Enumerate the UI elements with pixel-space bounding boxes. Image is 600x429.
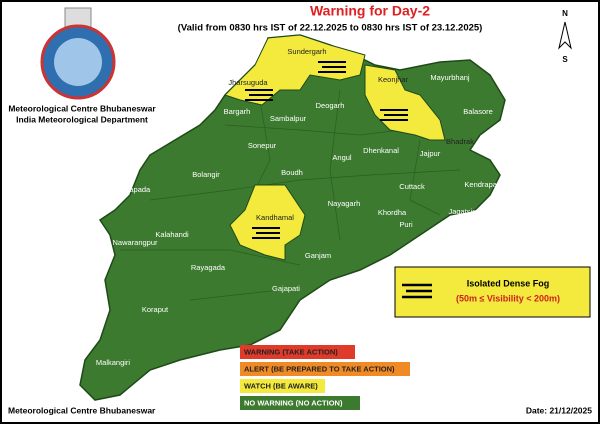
legend-label: WARNING (TAKE ACTION) (244, 347, 338, 356)
district-label: Deogarh (316, 101, 345, 110)
watch-areas (224, 34, 446, 261)
district-label: Dhenkanal (363, 146, 399, 155)
district-label: Rayagada (191, 263, 226, 272)
district-label: Kandhamal (256, 213, 294, 222)
legend-swatch (240, 345, 355, 359)
district-label: Ganjam (305, 251, 331, 260)
district-label: Nawarangpur (112, 238, 158, 247)
org-department: India Meteorological Department (16, 114, 148, 124)
fog-symbols (245, 61, 408, 239)
district-label: Puri (399, 220, 413, 229)
compass-n: N (562, 9, 568, 18)
district-label: Jharsuguda (228, 78, 268, 87)
fog-legend-symbol (402, 283, 432, 299)
district-label: Jajpur (420, 149, 441, 158)
legend-swatch (240, 396, 360, 410)
legend-swatch (240, 379, 325, 393)
district-label: Malkangiri (96, 358, 131, 367)
district-label: Kalahandi (155, 230, 189, 239)
district-label: Sambalpur (270, 114, 307, 123)
fog-legend-label: Isolated Dense Fog (467, 278, 550, 288)
district-label: Gajapati (272, 284, 300, 293)
compass-s: S (562, 55, 568, 64)
district-label: Bhadrak (446, 137, 474, 146)
footer-left: Meteorological Centre Bhubaneswar (8, 405, 156, 415)
district-label: Nuapada (120, 185, 151, 194)
district-label: Angul (332, 153, 352, 162)
district-label: Cuttack (399, 182, 425, 191)
district-label: Mayurbhanj (430, 73, 470, 82)
legend-label: ALERT (BE PREPARED TO TAKE ACTION) (244, 364, 395, 373)
district-label: Sundergarh (287, 47, 326, 56)
org-name: Meteorological Centre Bhubaneswar (8, 103, 156, 113)
subtitle: (Valid from 0830 hrs IST of 22.12.2025 t… (178, 23, 483, 34)
legend-label: NO WARNING (NO ACTION) (244, 398, 343, 407)
fog-legend-range: (50m ≤ Visibility < 200m) (456, 293, 560, 303)
district-label: Nayagarh (328, 199, 361, 208)
district-label: Khordha (378, 208, 407, 217)
title: Warning for Day-2 (310, 3, 430, 19)
district-borders (120, 89, 461, 301)
district-label: Sonepur (248, 141, 277, 150)
district-label: Koraput (142, 305, 169, 314)
district-label: Bolangir (192, 170, 220, 179)
district-label: Bargarh (224, 107, 251, 116)
district-label: Jagatsinghpur (448, 207, 496, 216)
legend-swatch (240, 362, 410, 376)
emblem (40, 7, 116, 100)
district-label: Keonjhar (378, 75, 409, 84)
footer-date: Date: 21/12/2025 (526, 405, 592, 415)
legend-label: WATCH (BE AWARE) (244, 381, 318, 390)
compass-arrow (558, 21, 572, 50)
district-label: Boudh (281, 168, 303, 177)
district-label: Kendrapara (464, 180, 504, 189)
district-label: Balasore (463, 107, 493, 116)
